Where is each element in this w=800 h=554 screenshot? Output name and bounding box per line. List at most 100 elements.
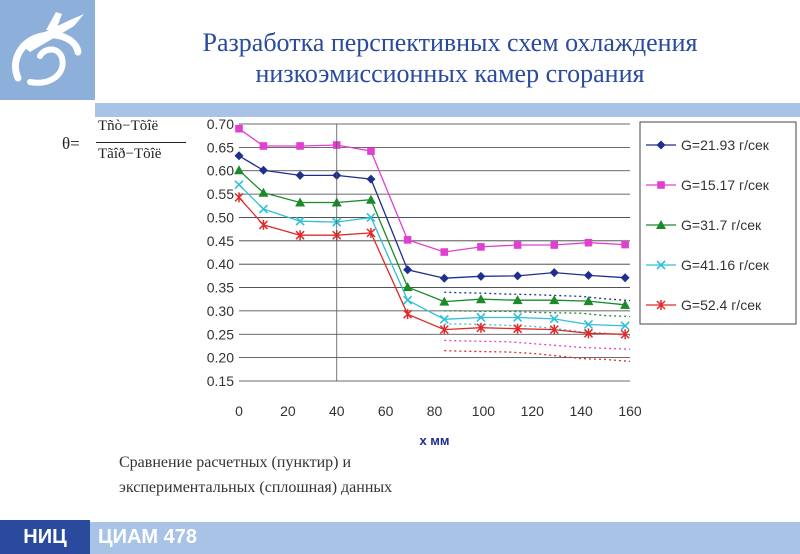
- data-point: [366, 212, 376, 223]
- y-tick-label: 0.25: [207, 326, 234, 342]
- data-point: [439, 314, 449, 324]
- data-point: [296, 142, 304, 150]
- data-point: [234, 165, 244, 175]
- data-point: [513, 312, 523, 323]
- x-tick-label: 20: [280, 403, 296, 419]
- footer-org-name: ЦИАМ: [98, 526, 159, 548]
- title-line-1: Разработка перспективных схем охлаждения: [202, 28, 698, 57]
- x-tick-label: 120: [521, 403, 545, 419]
- ciam-logo-icon: [12, 12, 84, 86]
- chart-caption: Сравнение расчетных (пунктир) и эксперим…: [119, 450, 392, 500]
- data-point: [258, 204, 269, 214]
- calculated-line: [444, 349, 631, 363]
- data-point: [234, 180, 244, 190]
- data-point: [439, 324, 449, 335]
- data-point: [620, 273, 630, 283]
- legend-marker: [656, 140, 666, 150]
- data-point: [440, 248, 449, 256]
- data-point: [549, 295, 560, 305]
- data-point: [513, 271, 523, 281]
- data-point: [234, 192, 244, 203]
- formula-fraction-bar: [96, 142, 186, 143]
- data-point: [295, 170, 305, 180]
- data-point: [583, 328, 593, 339]
- footer-left-label: НИЦ: [0, 520, 90, 554]
- y-tick-label: 0.15: [207, 373, 234, 389]
- series-line: [238, 128, 626, 253]
- data-point: [620, 299, 631, 309]
- data-point: [258, 219, 268, 230]
- series-layer: [234, 124, 631, 340]
- data-point: [366, 174, 376, 184]
- footer-divider: [90, 515, 800, 522]
- x-tick-label: 0: [235, 403, 243, 419]
- footer-page-number: 478: [163, 526, 198, 548]
- y-tick-label: 0.60: [207, 163, 234, 179]
- data-point: [402, 282, 413, 292]
- data-point: [258, 165, 268, 175]
- page-title: Разработка перспективных схем охлаждения…: [105, 27, 795, 89]
- legend-label: G=41.16 г/сек: [681, 257, 770, 273]
- data-point: [476, 312, 486, 323]
- data-point: [367, 147, 375, 155]
- data-point: [583, 296, 594, 306]
- x-tick-label: 100: [472, 403, 496, 419]
- header-divider: [95, 103, 800, 117]
- data-point: [512, 295, 523, 305]
- data-point: [549, 324, 559, 335]
- data-point: [584, 238, 593, 247]
- formula-numerator: Tñò−Tõîë: [98, 118, 159, 134]
- y-tick-label: 0.30: [207, 303, 234, 319]
- caption-line-2: экспериментальных (сплошная) данных: [119, 479, 393, 496]
- caption-line-1: Сравнение расчетных (пунктир) и: [119, 454, 352, 471]
- legend-marker: [656, 220, 666, 229]
- legend-label: G=31.7 г/сек: [681, 217, 762, 233]
- data-point: [549, 268, 559, 278]
- legend-label: G=15.17 г/сек: [681, 177, 770, 193]
- data-point: [513, 323, 523, 334]
- data-point: [295, 197, 306, 207]
- data-point: [550, 241, 559, 249]
- legend: G=21.93 г/сек G=15.17 г/сек G=31.7 г/сек G=…: [639, 121, 797, 325]
- y-tick-label: 0.70: [207, 116, 234, 132]
- data-point: [439, 296, 450, 306]
- data-point: [259, 142, 268, 150]
- legend-label: G=21.93 г/сек: [681, 137, 770, 153]
- footer-org-label: ЦИАМ 478: [98, 520, 197, 554]
- theta-formula: θ= Tñò−Tõîë Tãîð−Tõîë: [62, 118, 187, 178]
- y-tick-label: 0.40: [207, 256, 234, 272]
- data-point: [365, 194, 376, 204]
- data-point: [366, 227, 376, 238]
- x-tick-label: 80: [427, 403, 443, 419]
- data-point: [476, 322, 486, 333]
- data-point: [583, 319, 594, 330]
- x-tick-label: 40: [329, 403, 345, 419]
- y-tick-label: 0.65: [207, 139, 234, 155]
- series-line: [238, 169, 626, 306]
- title-line-2: низкоэмиссионных камер сгорания: [255, 59, 645, 88]
- data-point: [620, 321, 630, 331]
- x-tick-label: 160: [618, 403, 642, 419]
- series-line: [238, 155, 626, 279]
- data-point: [403, 309, 413, 320]
- series-line: [238, 196, 626, 335]
- y-tick-label: 0.55: [207, 186, 234, 202]
- formula-denominator: Tãîð−Tõîë: [98, 146, 162, 162]
- grid-layer: [239, 123, 630, 382]
- data-point: [513, 241, 522, 249]
- legend-marker: [656, 260, 666, 270]
- calculated-line: [444, 310, 631, 318]
- data-point: [549, 314, 559, 324]
- formula-lhs: θ=: [62, 134, 80, 153]
- series-line: [238, 184, 626, 327]
- x-tick-label: 60: [378, 403, 394, 419]
- legend-marker: [657, 181, 665, 189]
- data-point: [477, 243, 485, 251]
- axis-layer: 0.15 0.20 0.25 0.30 0.35 0.40 0.45 0.50 0.55 0.60…: [207, 116, 642, 448]
- footer-strip: [0, 520, 800, 554]
- legend-label: G=52.4 г/сек: [681, 297, 762, 313]
- legend-marker: [656, 300, 666, 310]
- data-point: [476, 271, 486, 281]
- y-tick-label: 0.50: [207, 209, 234, 225]
